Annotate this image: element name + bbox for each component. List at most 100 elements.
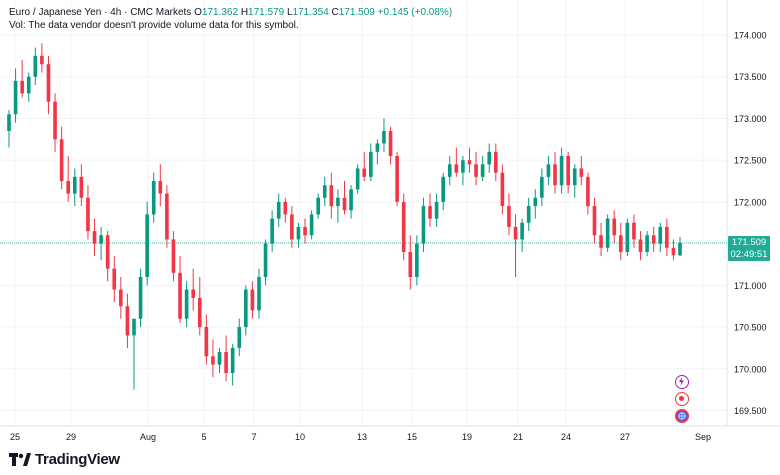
candle-body (500, 172, 505, 207)
y-tick-label: 171.000 (734, 281, 767, 291)
candle-body (369, 151, 373, 177)
candle-body (125, 306, 130, 336)
candle-body (533, 197, 538, 207)
candle-body (158, 181, 163, 194)
candle (309, 210, 314, 240)
candle (447, 155, 452, 186)
candle (540, 168, 544, 207)
candle-body (645, 235, 649, 252)
candle (197, 276, 202, 336)
candle (125, 293, 130, 348)
candle (586, 172, 590, 215)
candle-body (467, 160, 472, 165)
candle-body (401, 201, 406, 252)
candle (99, 226, 103, 261)
candle-body (612, 218, 617, 236)
candle-body (184, 289, 189, 319)
candle-body (388, 130, 393, 156)
candle (434, 193, 439, 227)
candle-body (651, 235, 656, 244)
candle-body (665, 226, 669, 248)
candle-body (72, 176, 77, 194)
candle-body (112, 268, 117, 290)
candle (158, 164, 163, 207)
change-value: +0.145 (+0.08%) (377, 7, 453, 18)
candle (217, 347, 222, 373)
candle (13, 68, 18, 123)
candle (559, 147, 564, 194)
candle-body (559, 155, 564, 186)
candle-body (204, 327, 209, 357)
x-tick-label: 24 (561, 432, 571, 442)
candle (322, 176, 327, 207)
candle (612, 210, 617, 244)
candle-body (13, 80, 18, 115)
candle-body (618, 235, 623, 252)
candle (526, 197, 531, 232)
y-tick-label: 172.000 (734, 197, 767, 207)
candle-body (355, 168, 360, 190)
candle-body (362, 168, 367, 177)
candle-body (191, 289, 196, 298)
candle (599, 222, 603, 257)
candle-body (461, 160, 465, 173)
candle (211, 339, 215, 378)
candle-body (322, 185, 327, 198)
candle (257, 268, 261, 319)
candle (461, 155, 465, 186)
candle-body (211, 356, 215, 365)
candle (671, 239, 676, 261)
candle-body (105, 235, 110, 269)
candle (184, 281, 189, 328)
candle-body (441, 176, 445, 202)
x-tick-label: Aug (140, 432, 156, 442)
lightning-icon[interactable] (675, 375, 689, 389)
x-tick-label: Sep (695, 432, 711, 442)
symbol-header: Euro / Japanese Yen · 4h · CMC Markets O… (9, 7, 452, 18)
y-tick-label: 173.000 (734, 114, 767, 124)
candle (72, 168, 77, 207)
candle-body (290, 214, 294, 240)
candle (46, 55, 51, 115)
grid (0, 0, 780, 427)
candle-body (250, 289, 255, 311)
x-tick-label: 5 (201, 432, 206, 442)
candle-body (79, 176, 84, 198)
candle (26, 72, 31, 102)
candle (79, 164, 84, 207)
candle (625, 218, 630, 257)
candle (132, 318, 136, 390)
candle (204, 314, 209, 365)
candle (250, 281, 255, 319)
candle-body (507, 206, 511, 227)
candle (53, 93, 57, 152)
globe-icon[interactable] (675, 409, 689, 423)
y-tick-label: 169.500 (734, 406, 767, 416)
candle (605, 214, 610, 252)
candle (566, 151, 570, 194)
candle (296, 222, 301, 248)
candle (493, 143, 498, 182)
candle (342, 181, 347, 215)
candle-body (244, 289, 248, 328)
candle (86, 185, 90, 240)
candle-body (592, 206, 597, 236)
candle-body (46, 64, 51, 102)
record-icon[interactable] (675, 392, 689, 406)
candle (572, 164, 577, 198)
candle-body (586, 176, 590, 207)
candle (395, 151, 399, 207)
candle-body (349, 189, 353, 211)
x-tick-label: 25 (10, 432, 20, 442)
candle-body (138, 276, 143, 319)
candle (665, 218, 669, 257)
candle-body (303, 226, 307, 236)
candle (428, 193, 432, 227)
candle-body (480, 164, 485, 177)
x-tick-label: 19 (462, 432, 472, 442)
candle (618, 222, 623, 261)
candle (20, 60, 24, 98)
high-value: 171.579 (248, 7, 285, 18)
